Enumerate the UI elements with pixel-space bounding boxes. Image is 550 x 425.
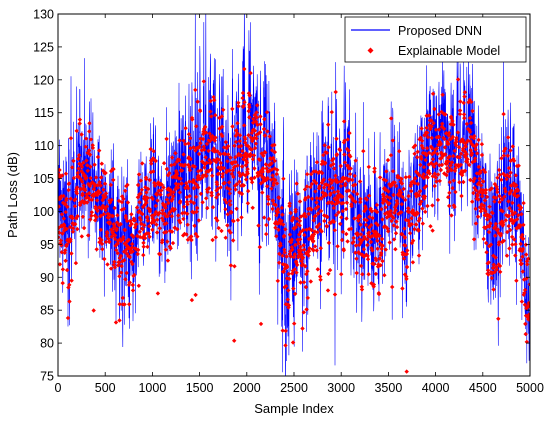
y-tick-label: 85: [40, 304, 54, 318]
legend-entry-explainable-model: Explainable Model: [398, 44, 500, 58]
legend-box: [344, 16, 527, 63]
x-tick-label: 2000: [233, 381, 261, 395]
x-tick-label: 1000: [138, 381, 166, 395]
x-axis-label: Sample Index: [254, 401, 334, 416]
y-tick-label: 95: [40, 238, 54, 252]
plot-content: [58, 14, 530, 376]
x-tick-label: 4000: [422, 381, 450, 395]
y-tick-label: 75: [40, 370, 54, 384]
x-tick-label: 500: [95, 381, 116, 395]
y-tick-label: 105: [33, 172, 54, 186]
explainable-model-points: [58, 66, 530, 374]
y-tick-label: 130: [33, 8, 54, 22]
y-axis-label: Path Loss (dB): [5, 152, 20, 238]
series-markers-explainable-model: [58, 66, 530, 374]
y-tick-label: 115: [34, 106, 54, 120]
x-tick-label: 0: [55, 381, 62, 395]
x-tick-label: 2500: [280, 381, 308, 395]
y-tick-label: 80: [40, 337, 54, 351]
x-tick-label: 1500: [186, 381, 214, 395]
axis-ticks: 0 500 1000 1500 2000 2500 3000 3500 4000 4500 5000…: [33, 8, 544, 396]
y-tick-label: 100: [33, 205, 54, 219]
x-tick-label: 4500: [469, 381, 497, 395]
y-tick-label: 120: [33, 73, 54, 87]
y-tick-label: 90: [40, 271, 54, 285]
x-tick-label: 5000: [516, 381, 544, 395]
y-tick-label: 125: [33, 40, 54, 54]
x-tick-label: 3500: [374, 381, 402, 395]
series-line-proposed-dnn: [58, 14, 530, 376]
legend-entry-proposed-dnn: Proposed DNN: [398, 24, 482, 38]
legend: Proposed DNN Explainable Model: [344, 16, 527, 63]
x-tick-label: 3000: [327, 381, 355, 395]
legend-marker-swatch: [367, 47, 374, 54]
y-tick-label: 110: [34, 139, 54, 153]
